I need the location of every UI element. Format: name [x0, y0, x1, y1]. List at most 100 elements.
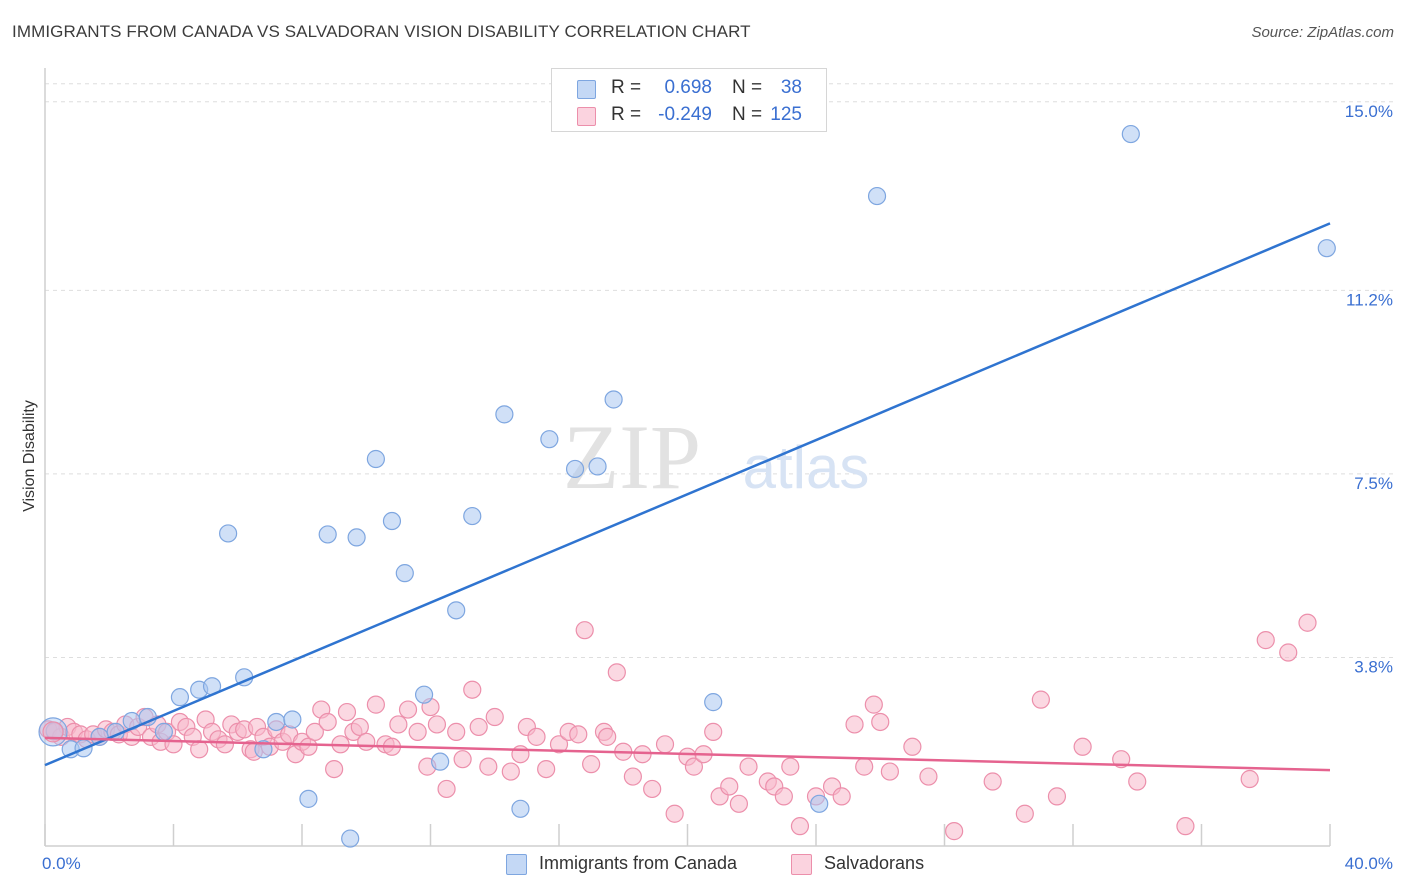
point-salvadoran	[855, 757, 874, 776]
point-canada	[283, 710, 302, 729]
point-canada	[704, 693, 723, 712]
point-salvadoran	[704, 722, 723, 741]
point-canada	[254, 740, 273, 759]
point-canada	[219, 524, 238, 543]
point-canada	[347, 528, 366, 547]
point-salvadoran	[1073, 737, 1092, 756]
point-salvadoran	[665, 804, 684, 823]
point-salvadoran	[1015, 804, 1034, 823]
bottom-legend-swatch-canada	[506, 854, 527, 875]
point-salvadoran	[864, 695, 883, 714]
point-salvadoran	[427, 715, 447, 734]
point-canada	[318, 525, 337, 544]
axes	[44, 68, 1331, 847]
y-tick-label: 15.0%	[1345, 102, 1393, 121]
tick-labels: 3.8% 7.5% 11.2% 15.0% 0.0% 40.0%	[42, 102, 1393, 873]
point-salvadoran	[305, 722, 324, 741]
point-canada	[565, 459, 585, 479]
point-salvadoran	[1176, 817, 1195, 836]
trend-lines	[44, 222, 1331, 772]
point-salvadoran	[337, 702, 357, 722]
point-salvadoran	[1279, 643, 1298, 662]
point-salvadoran	[549, 735, 569, 754]
point-salvadoran	[845, 715, 864, 734]
point-salvadoran	[527, 727, 546, 746]
x-tick-label-right: 40.0%	[1345, 854, 1393, 873]
bottom-legend-swatch-salvadorans	[791, 854, 812, 875]
x-tick-label-left: 0.0%	[42, 854, 81, 873]
y-tick-label: 3.8%	[1354, 657, 1393, 676]
legend-n-value: 38	[780, 77, 802, 98]
point-salvadoran	[318, 712, 337, 732]
point-salvadoran	[1047, 787, 1067, 806]
source-label: Source: ZipAtlas.com	[1251, 24, 1394, 41]
point-salvadoran	[739, 757, 758, 776]
point-salvadoran	[720, 777, 739, 796]
legend-row-salvadorans: R = -0.249 N = 125	[552, 102, 826, 128]
legend-row-canada: R = 0.698 N = 38	[552, 75, 826, 101]
point-salvadoran	[781, 757, 800, 776]
point-salvadoran	[1298, 613, 1317, 632]
point-salvadoran	[408, 722, 427, 741]
chart-title: IMMIGRANTS FROM CANADA VS SALVADORAN VIS…	[12, 22, 751, 41]
bottom-legend-label-salvadorans: Salvadorans	[824, 853, 925, 873]
point-salvadoran	[453, 750, 472, 769]
point-canada	[511, 799, 530, 818]
point-salvadoran	[903, 737, 922, 756]
legend-r-value: 0.698	[664, 77, 712, 98]
watermark-zip: ZIP	[563, 406, 701, 508]
point-canada	[299, 789, 318, 808]
point-salvadoran	[582, 755, 601, 774]
point-salvadoran	[398, 700, 418, 719]
point-salvadoran	[469, 717, 488, 737]
point-salvadoran	[366, 695, 385, 714]
point-salvadoran	[463, 680, 482, 699]
legend-swatch-salvadorans	[577, 107, 596, 126]
point-canada	[366, 449, 385, 469]
point-salvadoran	[1240, 769, 1259, 789]
legend-r-label: R =	[611, 104, 642, 125]
point-salvadoran	[447, 722, 466, 741]
point-canada	[341, 829, 360, 848]
correlation-legend: R = 0.698 N = 38 R = -0.249 N = 125	[551, 68, 827, 132]
point-salvadoran	[790, 817, 810, 836]
points	[38, 124, 1336, 848]
point-salvadoran	[832, 787, 851, 806]
point-salvadoran	[190, 740, 209, 759]
point-canada	[382, 511, 402, 531]
point-canada	[495, 405, 514, 424]
legend-r-label: R =	[611, 77, 642, 98]
legend-n-label: N =	[732, 77, 763, 98]
legend-n-label: N =	[732, 104, 763, 125]
point-canada	[431, 752, 450, 771]
point-salvadoran	[1112, 750, 1131, 769]
point-salvadoran	[729, 794, 749, 813]
point-salvadoran	[945, 822, 964, 841]
point-salvadoran	[774, 787, 793, 806]
bottom-legend-label-canada: Immigrants from Canada	[539, 853, 738, 873]
point-canada	[447, 601, 466, 620]
legend-n-value: 125	[770, 104, 802, 125]
point-salvadoran	[569, 725, 588, 744]
legend-swatch-canada	[577, 80, 596, 99]
point-canada	[170, 688, 190, 707]
point-salvadoran	[485, 707, 504, 727]
point-salvadoran	[1128, 772, 1147, 791]
point-salvadoran	[511, 745, 530, 764]
point-salvadoran	[598, 727, 617, 746]
point-salvadoran	[479, 757, 498, 776]
point-salvadoran	[325, 759, 344, 779]
point-salvadoran	[1256, 631, 1275, 650]
point-salvadoran	[437, 779, 456, 799]
point-canada	[588, 457, 607, 476]
point-salvadoran	[575, 621, 594, 640]
point-canada	[1317, 239, 1336, 258]
point-canada	[867, 186, 887, 206]
point-salvadoran	[684, 757, 704, 776]
point-salvadoran	[643, 779, 662, 799]
trend-line-canada	[44, 222, 1331, 767]
point-salvadoran	[655, 735, 675, 754]
point-salvadoran	[623, 767, 642, 786]
point-salvadoran	[501, 762, 520, 781]
